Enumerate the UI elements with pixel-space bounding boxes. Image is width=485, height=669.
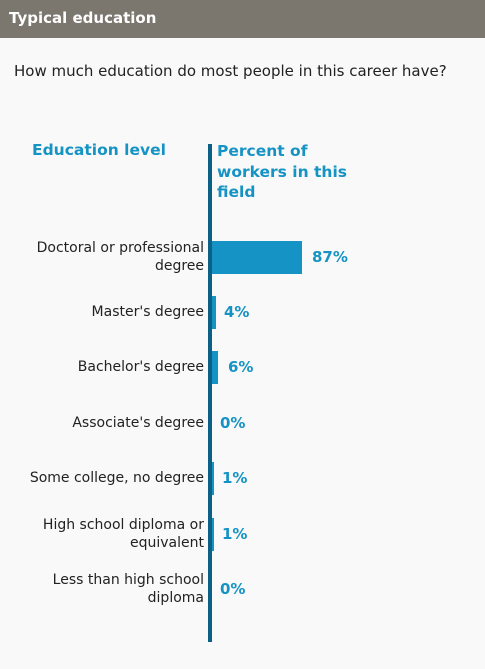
value-label: 6% (228, 358, 253, 376)
category-label: Some college, no degree (4, 469, 204, 487)
bar (212, 518, 214, 551)
category-label: Bachelor's degree (4, 358, 204, 376)
bar (212, 241, 302, 274)
category-label: Master's degree (4, 303, 204, 321)
value-label: 0% (220, 414, 245, 432)
value-label: 87% (312, 248, 348, 266)
section-header: Typical education (0, 0, 485, 38)
value-column-header: Percent of workers in this field (217, 141, 357, 203)
bar (212, 351, 218, 384)
value-label: 0% (220, 580, 245, 598)
question-text: How much education do most people in thi… (14, 62, 454, 81)
value-label: 4% (224, 303, 249, 321)
category-column-header: Education level (32, 140, 166, 160)
category-label: Associate's degree (4, 414, 204, 432)
chart-axis-line (208, 144, 212, 642)
value-label: 1% (222, 525, 247, 543)
category-label: High school diploma or equivalent (4, 516, 204, 552)
category-label: Doctoral or professional degree (4, 239, 204, 275)
section-title: Typical education (9, 9, 156, 28)
bar (212, 296, 216, 329)
value-label: 1% (222, 469, 247, 487)
bar (212, 462, 214, 495)
category-label: Less than high school diploma (4, 571, 204, 607)
